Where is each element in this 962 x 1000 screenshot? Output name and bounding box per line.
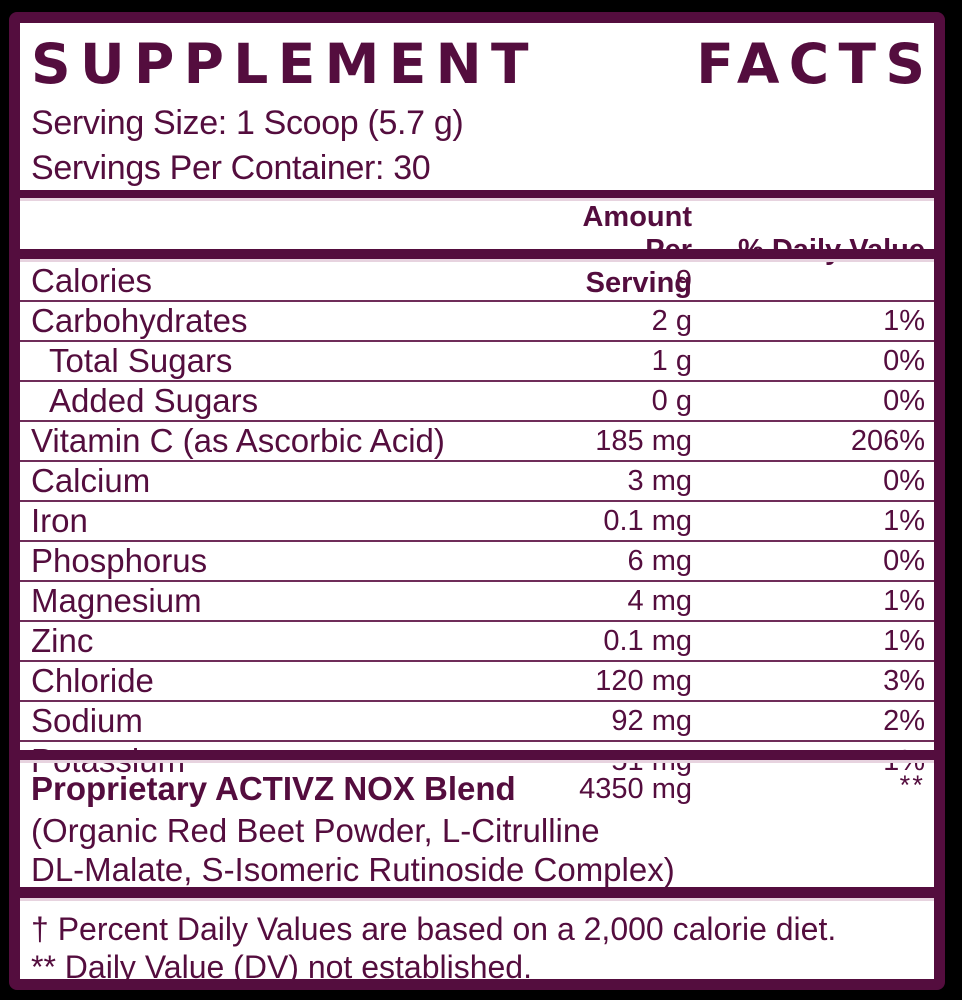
footnote-daily-values: † Percent Daily Values are based on a 2,…	[31, 911, 837, 948]
nutrient-name: Carbohydrates	[31, 302, 248, 340]
nutrient-amount: 6 mg	[627, 544, 692, 577]
nutrient-amount: 4 mg	[627, 584, 692, 617]
nutrient-table: Calories 9 Carbohydrates 2 g 1% Total Su…	[20, 262, 934, 779]
nutrient-amount: 185 mg	[595, 424, 692, 457]
nutrient-name: Phosphorus	[31, 542, 208, 580]
nutrient-amount: 2 g	[651, 304, 692, 337]
title-section: SUPPLEMENT FACTS Serving Size: 1 Scoop (…	[20, 23, 934, 190]
nutrient-amount: 92 mg	[611, 704, 692, 737]
title-word-facts: FACTS	[696, 32, 935, 96]
nutrient-amount: 0.1 mg	[603, 504, 692, 537]
nutrient-name: Vitamin C (as Ascorbic Acid)	[31, 422, 445, 460]
blend-ingredients-line2: DL-Malate, S-Isomeric Rutinoside Complex…	[31, 851, 675, 889]
table-row-iron: Iron 0.1 mg 1%	[20, 500, 934, 540]
nutrient-name: Total Sugars	[49, 342, 233, 380]
section-divider	[20, 249, 934, 263]
nutrient-name: Iron	[31, 502, 88, 540]
nutrient-amount: 0 g	[651, 384, 692, 417]
nutrient-name: Added Sugars	[49, 382, 259, 420]
blend-dv-asterisks: **	[899, 770, 925, 801]
blend-amount: 4350 mg	[579, 772, 692, 805]
nutrient-dv: 1%	[883, 504, 925, 537]
nutrient-amount: 0.1 mg	[603, 624, 692, 657]
table-row-sodium: Sodium 92 mg 2%	[20, 700, 934, 740]
nutrient-dv: 0%	[883, 344, 925, 377]
table-row-added-sugars: Added Sugars 0 g 0%	[20, 380, 934, 420]
column-header-row: Amount Per Serving % Daily Value	[20, 201, 934, 299]
table-row-magnesium: Magnesium 4 mg 1%	[20, 580, 934, 620]
nutrient-dv: 1%	[883, 304, 925, 337]
section-divider	[20, 750, 934, 764]
nutrient-dv: 1%	[883, 624, 925, 657]
nutrient-dv: 0%	[883, 464, 925, 497]
supplement-facts-panel: SUPPLEMENT FACTS Serving Size: 1 Scoop (…	[9, 12, 945, 990]
footnote-dv-not-established: ** Daily Value (DV) not established.	[31, 949, 532, 986]
table-row-phosphorus: Phosphorus 6 mg 0%	[20, 540, 934, 580]
nutrient-dv: 3%	[883, 664, 925, 697]
nutrient-amount: 3 mg	[627, 464, 692, 497]
blend-ingredients-line1: (Organic Red Beet Powder, L-Citrulline	[31, 812, 600, 850]
nutrient-name: Sodium	[31, 702, 143, 740]
footnotes-section: † Percent Daily Values are based on a 2,…	[20, 901, 934, 986]
table-row-vitamin-c: Vitamin C (as Ascorbic Acid) 185 mg 206%	[20, 420, 934, 460]
table-row-zinc: Zinc 0.1 mg 1%	[20, 620, 934, 660]
nutrient-dv: 2%	[883, 704, 925, 737]
nutrient-name: Chloride	[31, 662, 154, 700]
nutrient-amount: 9	[675, 264, 692, 297]
table-row-total-sugars: Total Sugars 1 g 0%	[20, 340, 934, 380]
section-divider	[20, 887, 934, 902]
section-divider	[20, 190, 934, 202]
nutrient-dv: 0%	[883, 544, 925, 577]
nutrient-dv: 0%	[883, 384, 925, 417]
nutrient-name: Calories	[31, 262, 153, 300]
table-row-carbohydrates: Carbohydrates 2 g 1%	[20, 300, 934, 340]
nutrient-name: Zinc	[31, 622, 94, 660]
table-row-calories: Calories 9	[20, 262, 934, 300]
nutrient-dv: 206%	[850, 424, 925, 457]
table-row-chloride: Chloride 120 mg 3%	[20, 660, 934, 700]
nutrient-name: Calcium	[31, 462, 151, 500]
servings-per-container-text: Servings Per Container: 30	[31, 148, 431, 187]
table-row-calcium: Calcium 3 mg 0%	[20, 460, 934, 500]
serving-size-text: Serving Size: 1 Scoop (5.7 g)	[31, 104, 464, 142]
nutrient-name: Magnesium	[31, 582, 202, 620]
panel-title: SUPPLEMENT FACTS	[31, 37, 925, 92]
proprietary-blend-section: Proprietary ACTIVZ NOX Blend 4350 mg ** …	[20, 763, 934, 889]
blend-name: Proprietary ACTIVZ NOX Blend	[31, 770, 516, 808]
blend-row: Proprietary ACTIVZ NOX Blend 4350 mg **	[31, 768, 925, 810]
nutrient-amount: 120 mg	[595, 664, 692, 697]
title-word-supplement: SUPPLEMENT	[31, 32, 538, 96]
nutrient-dv: 1%	[883, 584, 925, 617]
nutrient-amount: 1 g	[651, 344, 692, 377]
